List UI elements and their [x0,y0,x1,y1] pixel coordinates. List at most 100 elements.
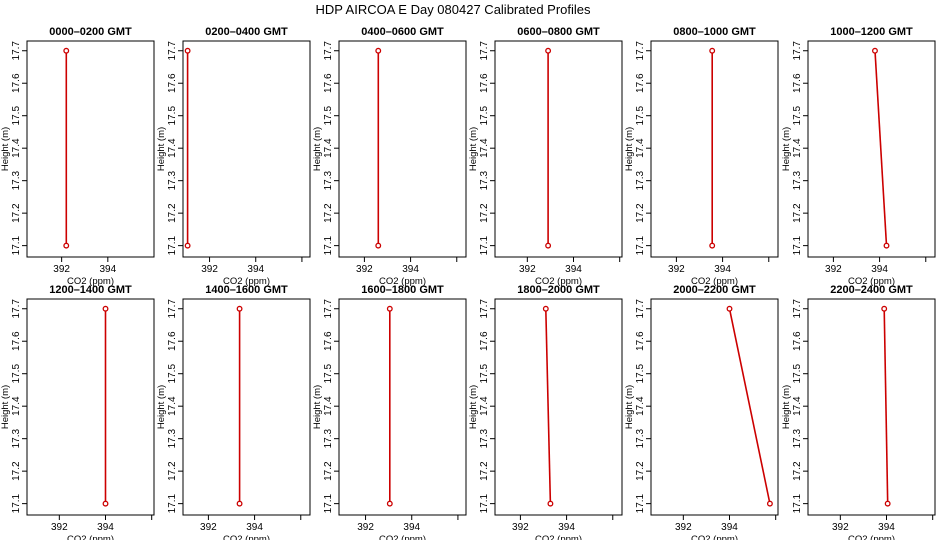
panel-title: 0800–1000 GMT [673,26,756,38]
data-point [236,305,243,312]
y-tick-label: 17.7 [635,41,646,61]
y-tick-label: 17.1 [792,493,803,513]
data-point [872,47,878,54]
y-tick-label: 17.3 [167,429,178,449]
y-tick-label: 17.4 [11,138,22,158]
y-tick-label: 17.1 [11,235,22,255]
y-tick-label: 17.6 [11,73,22,93]
x-tick-label: 394 [246,522,263,533]
x-tick-label: 394 [878,522,895,533]
x-axis-label: CO2 (ppm) [535,276,582,287]
x-axis-label: CO2 (ppm) [223,276,270,287]
y-tick-label: 17.3 [479,171,490,191]
y-tick-label: 17.7 [167,299,178,319]
y-tick-label: 17.5 [479,364,490,384]
x-tick-label: 392 [201,264,218,275]
y-tick-label: 17.2 [479,461,490,481]
data-point [375,242,382,249]
panel-5: 0800–1000 GMT 392 394 17.1 17.2 17.3 17.4 17.5 1… [624,26,779,287]
x-axis-label: CO2 (ppm) [691,534,738,540]
y-tick-label: 17.6 [792,73,803,93]
plot-frame [338,40,467,258]
x-tick-label: 392 [356,264,373,275]
panel-6: 1000–1200 GMT 392 394 17.1 17.2 17.3 17.4 17.5 1… [781,26,936,287]
data-point [709,47,716,54]
y-tick-label: 17.5 [792,364,803,384]
panel-7: 1200–1400 GMT 392 394 17.1 17.2 17.3 17.4 17.5 1… [0,284,155,540]
x-axis-label: CO2 (ppm) [67,276,114,287]
y-axis-label: Height (m) [781,385,792,429]
data-point [542,305,549,312]
y-tick-label: 17.3 [167,171,178,191]
x-tick-label: 394 [721,522,738,533]
y-axis-label: Height (m) [156,385,167,429]
x-axis-label: CO2 (ppm) [848,534,895,540]
data-point [63,242,70,249]
data-point [545,242,552,249]
y-tick-label: 17.7 [479,41,490,61]
y-tick-label: 17.1 [479,493,490,513]
data-point [547,500,554,507]
panel-2: 0200–0400 GMT 392 394 17.1 17.2 17.3 17.4 17.5 1… [156,26,311,287]
plot-frame [182,298,311,516]
x-tick-label: 392 [668,264,685,275]
x-tick-label: 392 [357,522,374,533]
y-tick-label: 17.4 [479,396,490,416]
plot-frame [807,298,936,516]
y-axis-label: Height (m) [156,127,167,171]
y-tick-label: 17.4 [11,396,22,416]
plot-frame [494,298,623,516]
panel-title: 0000–0200 GMT [49,26,132,38]
y-tick-label: 17.7 [635,299,646,319]
y-tick-label: 17.3 [11,171,22,191]
y-tick-label: 17.7 [792,299,803,319]
plot-frame [650,40,779,258]
y-tick-label: 17.2 [167,461,178,481]
x-tick-label: 392 [53,264,70,275]
y-tick-label: 17.7 [11,299,22,319]
x-tick-label: 394 [558,522,575,533]
data-point [386,305,393,312]
y-tick-label: 17.6 [11,331,22,351]
x-tick-label: 392 [519,264,536,275]
panels-container: 0000–0200 GMT 392 394 17.1 17.2 17.3 17.4 17.5 1… [0,26,936,540]
y-tick-label: 17.2 [11,203,22,223]
y-tick-label: 17.1 [323,235,334,255]
panel-1: 0000–0200 GMT 392 394 17.1 17.2 17.3 17.4 17.5 1… [0,26,155,287]
panel-10: 1800–2000 GMT 392 394 17.1 17.2 17.3 17.4 17.5 1… [468,284,623,540]
y-tick-label: 17.6 [479,73,490,93]
data-point [545,47,552,54]
y-tick-label: 17.4 [323,396,334,416]
y-tick-label: 17.3 [792,171,803,191]
x-tick-label: 394 [871,264,888,275]
y-tick-label: 17.2 [11,461,22,481]
panel-title: 1800–2000 GMT [517,284,600,296]
data-point [709,242,716,249]
y-tick-label: 17.2 [167,203,178,223]
plot-frame [26,298,155,516]
x-tick-label: 394 [403,522,420,533]
plot-frame [494,40,623,258]
y-tick-label: 17.1 [11,493,22,513]
panel-8: 1400–1600 GMT 392 394 17.1 17.2 17.3 17.4 17.5 1… [156,284,311,540]
data-point [236,500,243,507]
y-tick-label: 17.5 [479,106,490,126]
panel-9: 1600–1800 GMT 392 394 17.1 17.2 17.3 17.4 17.5 1… [312,284,467,540]
y-tick-label: 17.1 [792,235,803,255]
y-axis-label: Height (m) [624,385,635,429]
y-tick-label: 17.5 [635,364,646,384]
plot-frame [338,298,467,516]
plot-frame [650,298,779,516]
x-tick-label: 392 [200,522,217,533]
panel-title: 1200–1400 GMT [49,284,132,296]
x-tick-label: 392 [675,522,692,533]
x-tick-label: 392 [512,522,529,533]
y-tick-label: 17.2 [792,203,803,223]
panel-title: 0400–0600 GMT [361,26,444,38]
data-point [386,500,393,507]
y-axis-label: Height (m) [468,127,479,171]
y-tick-label: 17.6 [635,331,646,351]
x-axis-label: CO2 (ppm) [223,534,270,540]
data-point [883,242,890,249]
y-tick-label: 17.6 [635,73,646,93]
